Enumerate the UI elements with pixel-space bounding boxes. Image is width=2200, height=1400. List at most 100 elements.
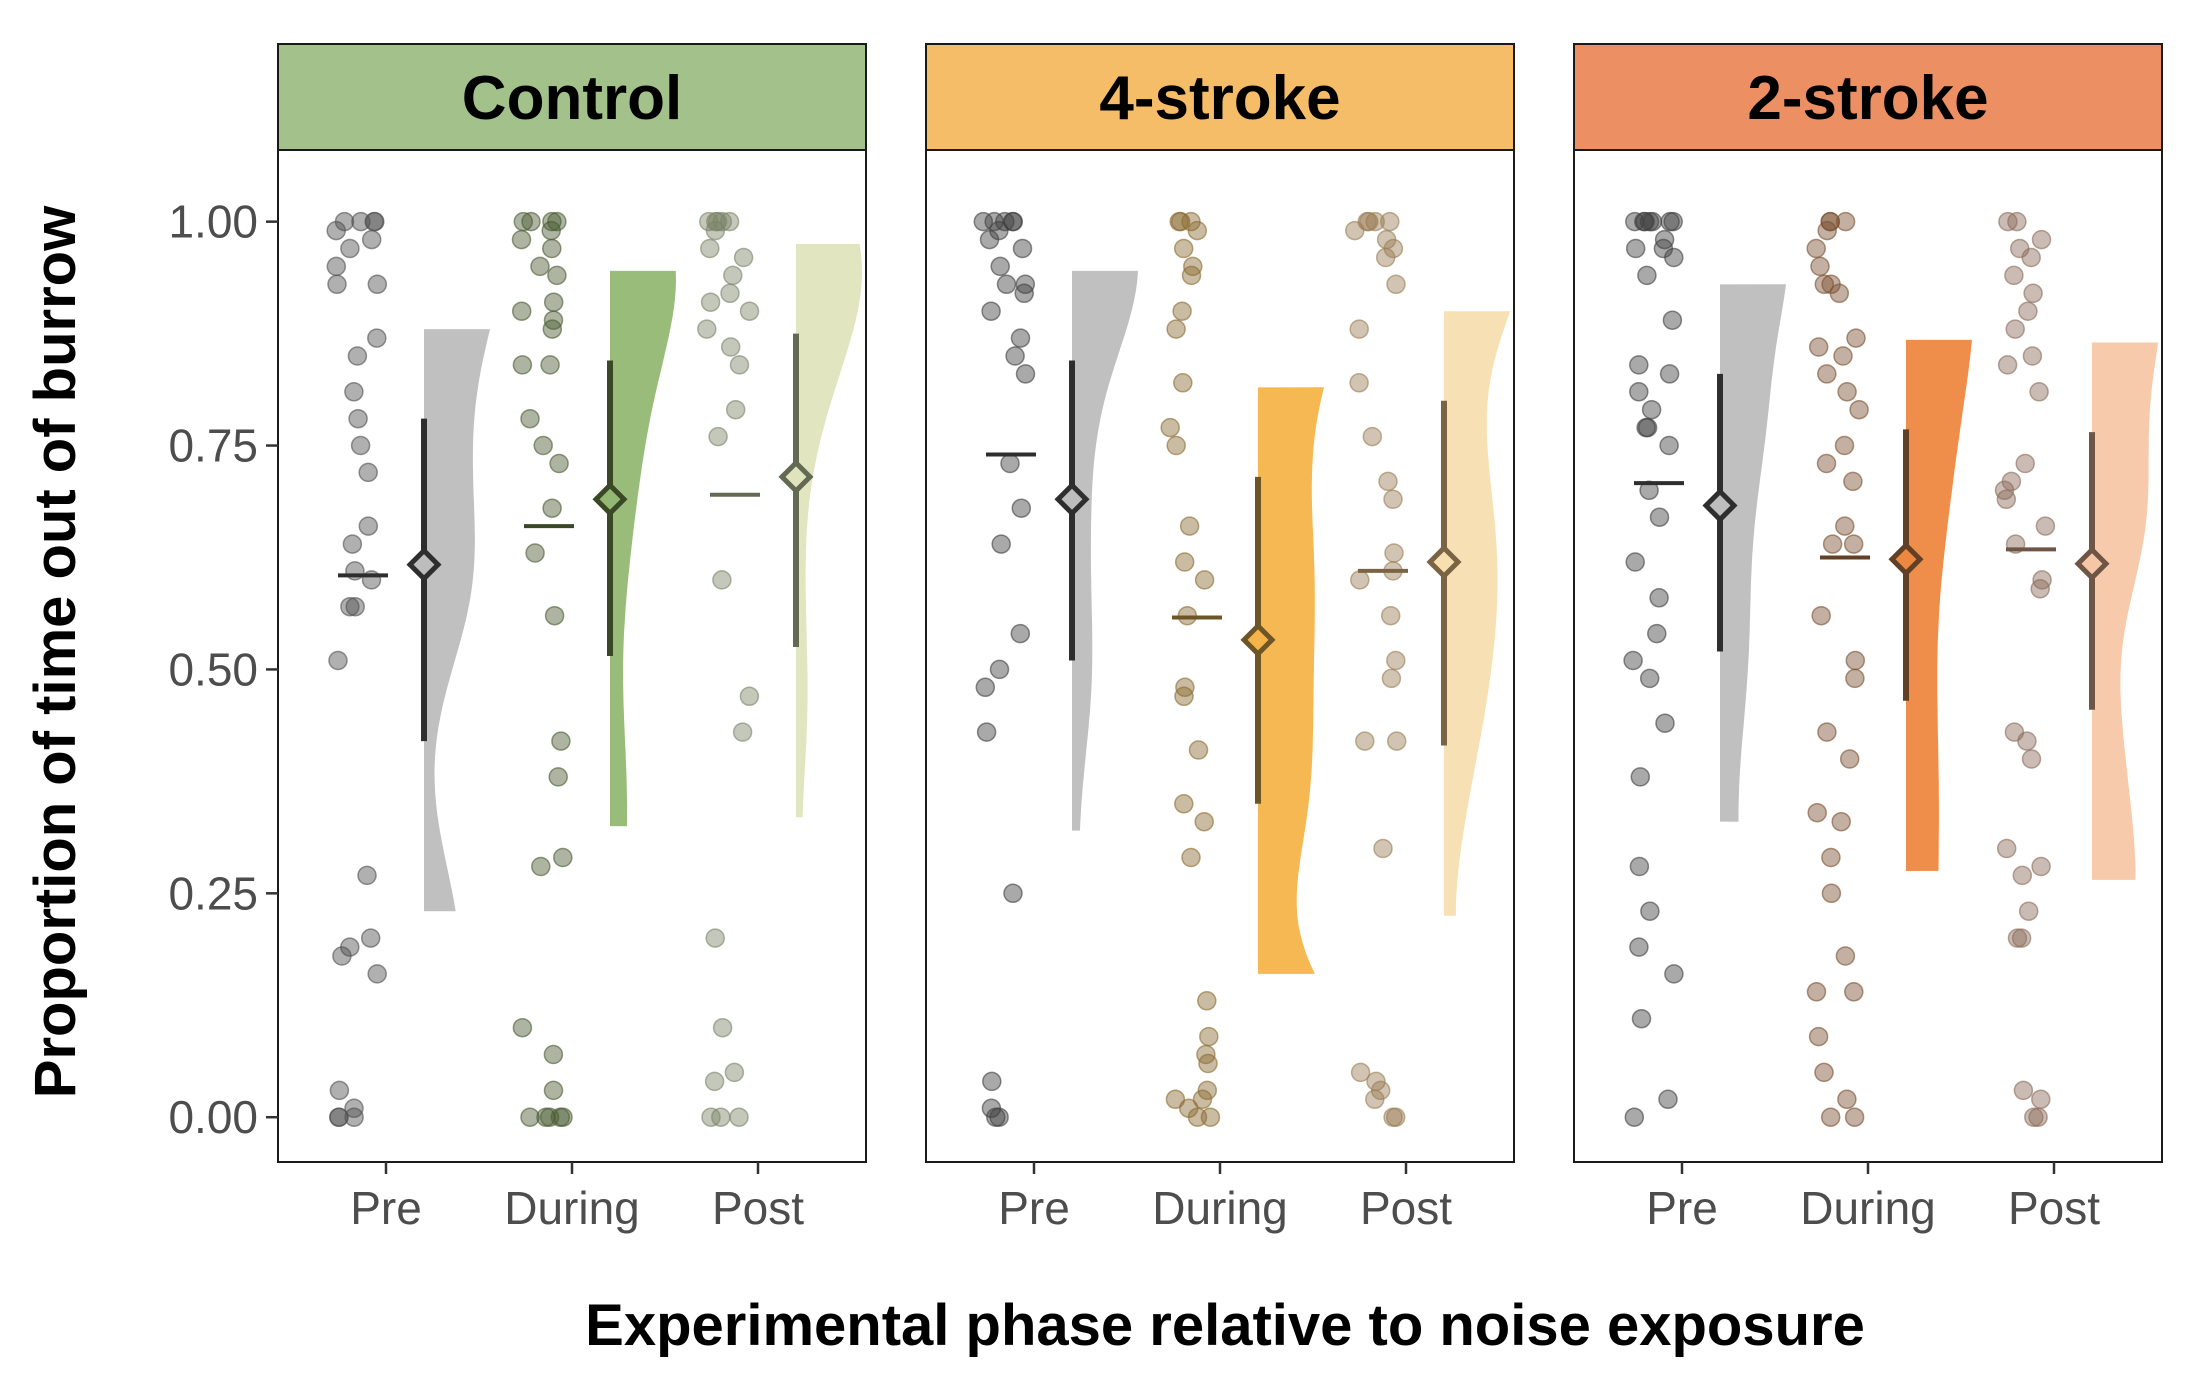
data-point [1349, 373, 1369, 393]
data-point [1844, 1107, 1865, 1127]
data-point [1197, 1080, 1218, 1101]
data-point [1845, 668, 1865, 689]
data-point [551, 731, 571, 751]
x-tick-label: Post [2008, 1182, 2100, 1234]
data-point [1629, 382, 1649, 402]
group-post [1994, 211, 2158, 1127]
group-pre [326, 211, 490, 1127]
data-point [2015, 453, 2035, 474]
group-post [1345, 211, 1510, 1127]
data-point [329, 1107, 349, 1127]
data-point [1173, 373, 1193, 393]
data-point [711, 1107, 731, 1127]
data-point [1814, 1062, 1834, 1083]
data-point [367, 328, 387, 348]
data-point [1166, 435, 1186, 456]
data-point [1821, 883, 1842, 904]
data-point [1174, 552, 1195, 572]
data-point [543, 1080, 564, 1101]
data-point [700, 238, 720, 259]
data-point [1843, 534, 1864, 554]
data-point [1194, 811, 1214, 832]
data-point [1381, 668, 1402, 689]
data-point [347, 346, 368, 366]
data-point [1833, 346, 1853, 366]
data-point [1664, 247, 1684, 268]
mean-marker [1240, 622, 1276, 658]
data-point [1996, 838, 2017, 859]
data-point [1808, 337, 1829, 357]
y-tick-label: 0.25 [168, 867, 258, 919]
data-point [1843, 471, 1863, 492]
data-point [1629, 937, 1649, 957]
data-point [982, 1071, 1002, 1092]
data-point [542, 498, 562, 518]
data-point [365, 211, 385, 232]
data-point [1160, 417, 1180, 438]
data-point [2004, 265, 2024, 286]
data-point [1635, 211, 1655, 232]
data-point [1641, 399, 1662, 420]
data-point [530, 256, 550, 277]
data-point [1647, 623, 1667, 644]
data-point [1015, 364, 1036, 384]
data-point [704, 1071, 725, 1092]
data-point [996, 274, 1017, 295]
data-point [976, 722, 997, 742]
data-point [1834, 435, 1855, 456]
data-point [525, 543, 545, 563]
data-point [989, 659, 1010, 680]
data-point [729, 1107, 749, 1127]
data-point [1849, 399, 1869, 420]
data-point [512, 1017, 533, 1038]
data-point [344, 1107, 364, 1127]
panels-layer: Control Pre During Post 4-stroke Pre During Pos… [277, 43, 2163, 1234]
data-point [1362, 426, 1383, 447]
data-point [1844, 982, 1864, 1002]
data-point [1629, 355, 1649, 375]
group-pre [1623, 211, 1786, 1127]
data-point [1822, 534, 1843, 554]
data-point [720, 337, 741, 357]
data-point [697, 319, 717, 339]
panel-control: Control Pre During Post [277, 43, 867, 1234]
data-point [1662, 310, 1683, 330]
data-point [1639, 211, 1660, 232]
data-point [1174, 686, 1194, 707]
data-point [351, 211, 371, 232]
x-tick-label: Post [712, 1182, 804, 1234]
data-point [1172, 301, 1192, 321]
data-point [990, 256, 1010, 277]
data-point [358, 516, 379, 536]
data-point [2035, 516, 2056, 536]
data-point [1664, 964, 1684, 984]
data-point [511, 301, 532, 321]
panel-strip [277, 43, 867, 151]
data-point [1012, 238, 1033, 259]
data-point [2028, 1107, 2048, 1127]
data-point [1659, 435, 1679, 456]
data-point [1350, 1062, 1371, 1083]
data-point [979, 229, 1000, 250]
data-point [543, 292, 564, 312]
x-tick-label: Pre [998, 1182, 1070, 1234]
data-point [1640, 901, 1660, 921]
density-cloud [2092, 342, 2158, 880]
data-point [1637, 265, 1657, 286]
data-point [367, 964, 387, 984]
density-cloud [796, 244, 862, 818]
y-tick-label: 1.00 [168, 196, 258, 248]
density-cloud [1906, 339, 1972, 871]
group-during [1160, 211, 1324, 1127]
data-point [1625, 211, 1645, 232]
mean-marker [778, 459, 814, 495]
data-point [1173, 238, 1194, 259]
data-point [1663, 211, 1683, 232]
data-point [1000, 453, 1020, 474]
mean-marker [592, 481, 628, 517]
data-point [1384, 543, 1404, 563]
data-point [1355, 731, 1375, 751]
data-point [542, 319, 563, 339]
data-point [1639, 668, 1660, 689]
data-point [1623, 650, 1643, 671]
